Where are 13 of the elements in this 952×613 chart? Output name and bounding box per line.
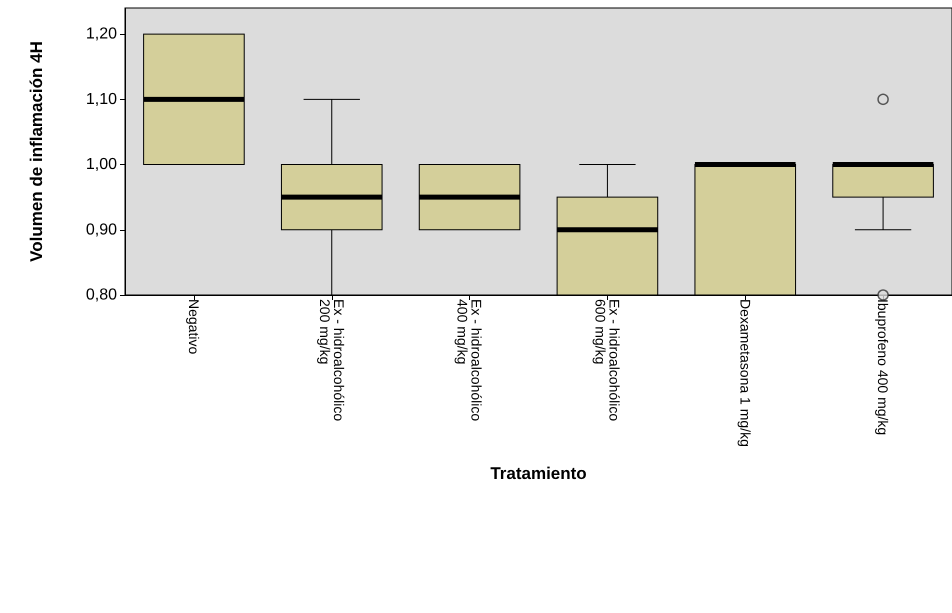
x-tick-label: Ex - hidroalcohólico 600 mg/kg — [592, 299, 622, 426]
y-tick-label: 0,90 — [86, 221, 118, 238]
y-tick-label: 0,80 — [86, 286, 118, 304]
y-tick-label: 1,20 — [86, 26, 118, 43]
x-tick-label: Ex - hidroalcohólico 200 mg/kg — [316, 299, 347, 426]
x-tick-label: Ibuprofeno 400 mg/kg — [875, 299, 892, 436]
y-tick-label: 1,10 — [86, 90, 118, 108]
x-tick-label: Negativo — [186, 299, 202, 354]
x-tick-label: Dexametasona 1 mg/kg — [737, 299, 754, 447]
y-axis-title: Volumen de inflamación 4H — [27, 41, 46, 262]
y-tick-label: 1,00 — [86, 156, 118, 174]
x-axis-title: Tratamiento — [490, 464, 587, 483]
x-tick-label: Ex - hidroalcohólico 400 mg/kg — [454, 299, 485, 426]
